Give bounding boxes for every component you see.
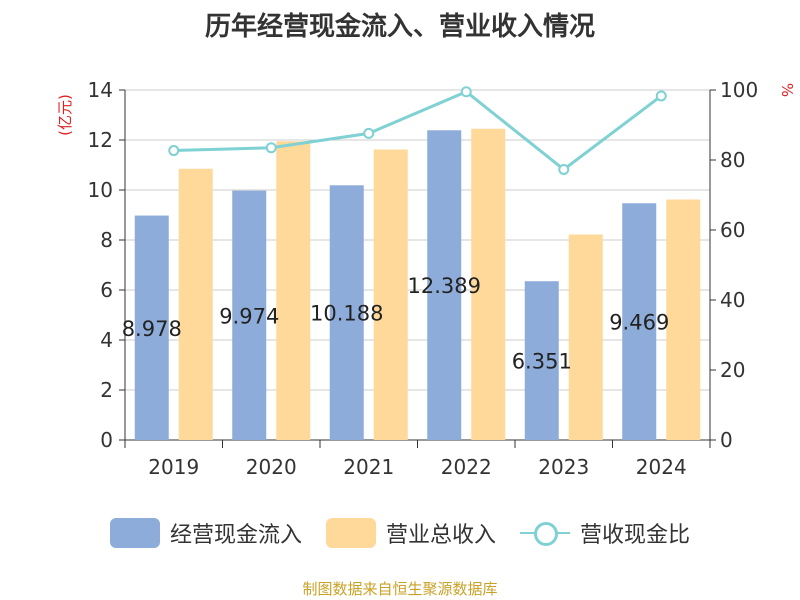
bar-cash-inflow	[622, 203, 657, 440]
y-right-tick-label: 0	[720, 428, 733, 452]
bar-cash-inflow	[329, 185, 364, 440]
y-left-tick-label: 10	[88, 178, 113, 202]
data-label-cash-inflow: 12.389	[408, 274, 481, 298]
bar-cash-inflow	[524, 281, 559, 440]
point-cash-ratio	[655, 90, 667, 102]
legend-item-cash-inflow[interactable]: 经营现金流入	[109, 517, 302, 549]
y-right-tick-label: 60	[720, 218, 745, 242]
legend: 经营现金流入 营业总收入 营收现金比	[0, 517, 800, 549]
legend-item-cash-ratio[interactable]: 营收现金比	[520, 517, 690, 549]
bar-revenue	[568, 234, 603, 440]
y-left-tick-label: 8	[100, 228, 113, 252]
y-left-tick-label: 2	[100, 378, 113, 402]
line-cash-ratio	[173, 90, 663, 172]
bar-revenue	[276, 141, 311, 440]
bar-revenue	[373, 149, 408, 440]
y-left-tick-label: 4	[100, 328, 113, 352]
point-cash-ratio	[460, 86, 472, 98]
data-label-cash-inflow: 10.188	[310, 302, 383, 326]
x-tick-label: 2021	[343, 455, 394, 479]
data-label-cash-inflow: 6.351	[512, 350, 572, 374]
y-right-axis-title: %	[778, 83, 796, 97]
x-tick-label: 2024	[636, 455, 687, 479]
y-left-tick-label: 12	[88, 128, 113, 152]
x-tick-label: 2023	[538, 455, 589, 479]
point-cash-ratio	[168, 145, 180, 157]
bar-revenue	[471, 128, 506, 440]
data-label-cash-inflow: 9.469	[609, 311, 669, 335]
legend-swatch-revenue	[325, 518, 376, 548]
y-right-tick-label: 40	[720, 288, 745, 312]
legend-item-revenue[interactable]: 营业总收入	[325, 517, 496, 549]
bar-cash-inflow	[427, 130, 462, 440]
data-label-cash-inflow: 8.978	[122, 317, 182, 341]
source-note: 制图数据来自恒生聚源数据库	[302, 580, 498, 598]
point-cash-ratio	[363, 127, 375, 139]
x-tick-label: 2019	[148, 455, 199, 479]
y-left-tick-label: 6	[100, 278, 113, 302]
bar-cash-inflow	[134, 215, 169, 440]
chart-title: 历年经营现金流入、营业收入情况	[204, 12, 595, 42]
y-right-tick-label: 20	[720, 358, 745, 382]
point-cash-ratio	[265, 142, 277, 154]
x-tick-label: 2020	[246, 455, 297, 479]
legend-label-revenue: 营业总收入	[385, 523, 496, 548]
y-right-tick-label: 100	[720, 78, 758, 102]
bar-cash-inflow	[232, 190, 267, 440]
x-tick-label: 2022	[441, 455, 492, 479]
legend-line-cash-ratio-icon	[520, 518, 570, 548]
y-right-tick-label: 80	[720, 148, 745, 172]
legend-swatch-cash-inflow	[109, 518, 160, 548]
legend-label-cash-inflow: 经营现金流入	[169, 523, 302, 548]
data-label-cash-inflow: 9.974	[219, 304, 279, 328]
y-left-axis-title: (亿元)	[56, 94, 74, 136]
y-left-tick-label: 0	[100, 428, 113, 452]
bar-revenue	[666, 199, 701, 440]
point-cash-ratio	[558, 163, 570, 175]
bar-revenue	[178, 168, 213, 440]
legend-label-cash-ratio: 营收现金比	[580, 523, 691, 548]
y-left-tick-label: 14	[88, 78, 113, 102]
